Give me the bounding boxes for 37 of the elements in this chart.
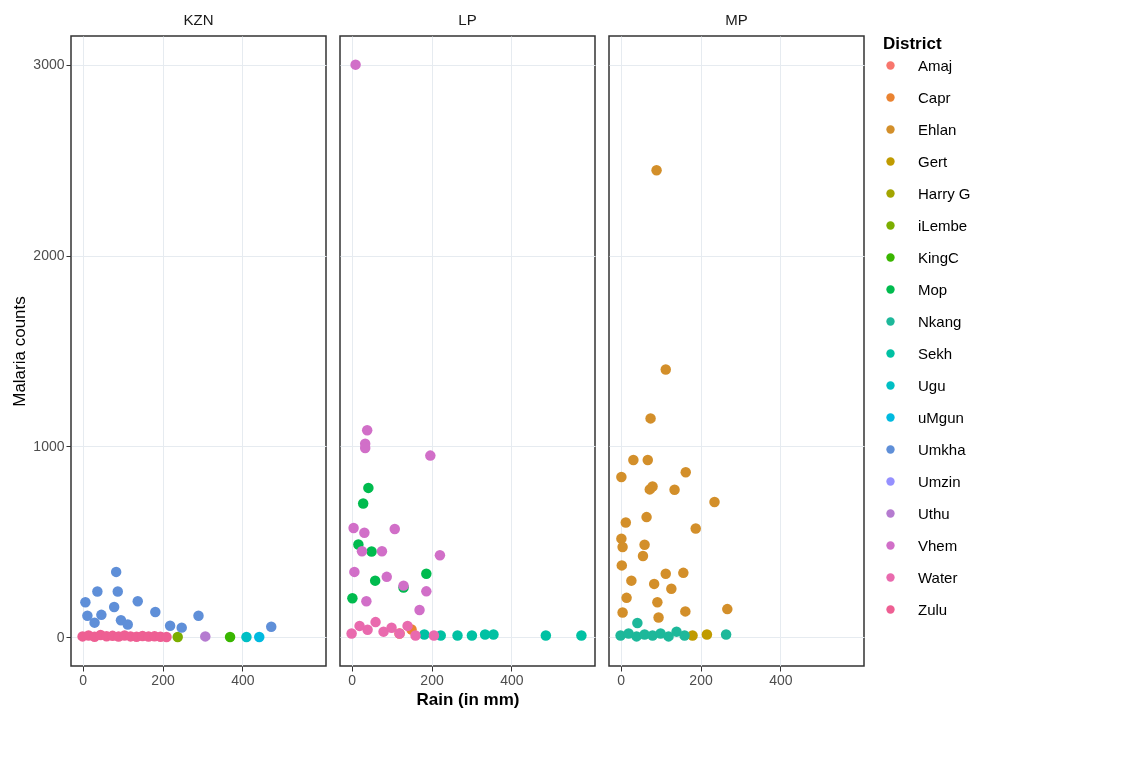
legend-label: Gert bbox=[918, 152, 948, 170]
legend-label: Zulu bbox=[918, 600, 948, 618]
legend-label: Capr bbox=[918, 88, 951, 106]
x-tick-label: 400 bbox=[769, 671, 793, 688]
legend-label: Nkang bbox=[918, 312, 962, 330]
legend-label: uMgun bbox=[918, 408, 964, 426]
x-axis-title: Rain (in mm) bbox=[416, 689, 520, 709]
y-tick-label: 2000 bbox=[33, 247, 65, 264]
legend-label: Ehlan bbox=[918, 120, 957, 138]
legend-label: Umzin bbox=[918, 472, 961, 490]
x-tick-label: 200 bbox=[151, 671, 175, 688]
x-tick-label: 400 bbox=[231, 671, 255, 688]
legend-title: District bbox=[883, 34, 942, 53]
x-tick-label: 0 bbox=[348, 671, 357, 688]
legend-label: Umkha bbox=[918, 440, 967, 458]
legend-label: Water bbox=[918, 568, 958, 586]
legend-label: Harry G bbox=[918, 184, 971, 202]
x-tick-label: 0 bbox=[79, 671, 88, 688]
x-tick-label: 400 bbox=[500, 671, 524, 688]
y-tick-label: 1000 bbox=[33, 437, 65, 454]
chart-title: KZN bbox=[183, 11, 214, 28]
y-tick-label: 3000 bbox=[33, 56, 65, 73]
legend-label: Amaj bbox=[918, 56, 953, 74]
legend-label: iLembe bbox=[918, 216, 968, 234]
chart-title: MP bbox=[725, 11, 748, 28]
legend-label: Sekh bbox=[918, 344, 953, 362]
legend-label: KingC bbox=[918, 248, 960, 266]
legend-label: Ugu bbox=[918, 376, 946, 394]
x-tick-label: 200 bbox=[689, 671, 713, 688]
y-axis-title: Malaria counts bbox=[10, 296, 30, 407]
chart-title: LP bbox=[458, 11, 477, 28]
y-tick-label: 0 bbox=[56, 628, 65, 645]
legend-label: Uthu bbox=[918, 504, 950, 522]
legend-label: Mop bbox=[918, 280, 948, 298]
legend-label: Vhem bbox=[918, 536, 958, 554]
x-tick-label: 200 bbox=[420, 671, 444, 688]
x-tick-label: 0 bbox=[617, 671, 626, 688]
